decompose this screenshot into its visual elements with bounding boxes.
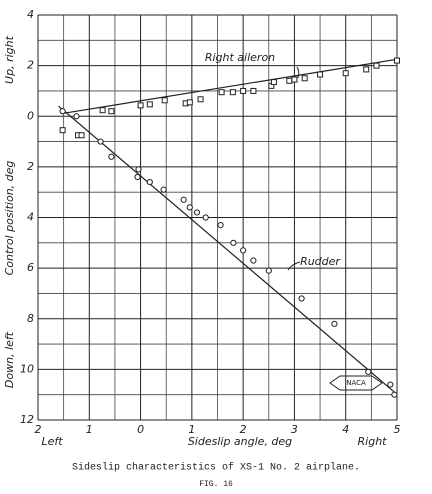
point bbox=[135, 166, 142, 173]
point bbox=[363, 66, 370, 73]
x-tick-label: 1 bbox=[86, 423, 93, 436]
leader-line bbox=[287, 261, 301, 271]
point bbox=[73, 113, 80, 120]
y-tick-label: 12 bbox=[20, 413, 34, 426]
point bbox=[99, 107, 106, 114]
x-left-label: Left bbox=[41, 435, 63, 448]
point bbox=[240, 87, 247, 94]
point bbox=[59, 108, 66, 115]
logo: NACA bbox=[346, 379, 366, 387]
y-tick-label: 10 bbox=[20, 362, 34, 375]
x-label: Sideslip angle, deg bbox=[188, 435, 292, 448]
point bbox=[230, 239, 237, 246]
point bbox=[108, 108, 115, 115]
point bbox=[160, 186, 167, 193]
x-tick-label: 4 bbox=[342, 423, 349, 436]
x-right-label: Right bbox=[358, 435, 388, 448]
x-tick-label: 0 bbox=[137, 423, 144, 436]
x-tick-label: 3 bbox=[291, 423, 298, 436]
y-tick-label: 8 bbox=[27, 312, 34, 325]
point bbox=[301, 75, 308, 82]
point bbox=[218, 89, 225, 96]
point bbox=[108, 153, 115, 160]
point bbox=[229, 89, 236, 96]
point bbox=[197, 96, 204, 103]
y-label-up: Up, right bbox=[3, 35, 16, 84]
point bbox=[342, 70, 349, 77]
point bbox=[161, 97, 168, 104]
point bbox=[250, 87, 257, 94]
leader-line bbox=[296, 66, 300, 79]
point bbox=[265, 267, 272, 274]
point bbox=[286, 77, 293, 84]
point bbox=[298, 295, 305, 302]
fit-line bbox=[58, 105, 395, 393]
y-tick-label: 2 bbox=[27, 160, 34, 173]
point bbox=[180, 196, 187, 203]
x-tick-label: 2 bbox=[35, 423, 42, 436]
point bbox=[137, 102, 144, 109]
point bbox=[373, 62, 380, 69]
point bbox=[146, 178, 153, 186]
y-label-down: Down, left bbox=[3, 331, 16, 388]
fit-line bbox=[60, 58, 398, 115]
point bbox=[365, 368, 372, 376]
x-tick-label: 2 bbox=[240, 423, 247, 436]
point bbox=[391, 391, 398, 398]
point bbox=[186, 204, 193, 211]
point bbox=[59, 127, 66, 134]
point bbox=[78, 132, 85, 139]
point bbox=[240, 247, 247, 254]
point bbox=[331, 320, 338, 327]
y-tick-label: 6 bbox=[27, 261, 34, 274]
point bbox=[270, 79, 277, 86]
point bbox=[134, 173, 141, 181]
y-tick-label: 2 bbox=[27, 59, 34, 72]
series-label: Rudder bbox=[300, 255, 341, 268]
point bbox=[202, 214, 209, 221]
point bbox=[186, 99, 193, 106]
y-label: Control position, deg bbox=[3, 161, 16, 276]
y-tick-label: 0 bbox=[27, 109, 34, 122]
caption: Sideslip characteristics of XS-1 No. 2 a… bbox=[72, 462, 360, 474]
x-tick-label: 1 bbox=[188, 423, 195, 436]
logo-shape bbox=[329, 375, 383, 391]
y-tick-label: 4 bbox=[27, 211, 34, 224]
series-label: Right aileron bbox=[205, 51, 275, 64]
point bbox=[387, 381, 394, 388]
point bbox=[394, 57, 400, 64]
y-tick-label: 4 bbox=[27, 8, 34, 21]
point bbox=[217, 221, 224, 229]
point bbox=[291, 76, 298, 83]
point bbox=[146, 101, 153, 108]
point bbox=[250, 257, 257, 264]
point bbox=[193, 209, 201, 216]
figure-number: FIG. 16 bbox=[199, 480, 233, 489]
point bbox=[317, 71, 324, 78]
x-tick-label: 5 bbox=[394, 423, 401, 436]
point bbox=[97, 138, 104, 145]
